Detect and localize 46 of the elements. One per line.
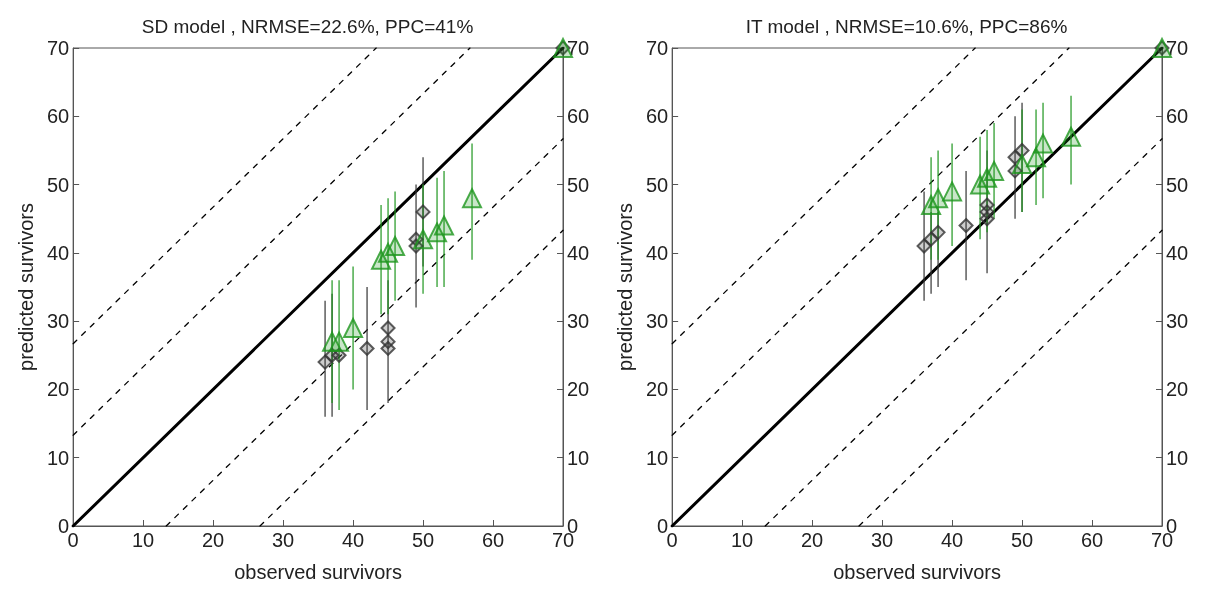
x-tick-label: 10: [731, 529, 754, 551]
y-tick-label: 60: [46, 105, 70, 128]
x-tick-label: 50: [1010, 529, 1034, 551]
y2-tick-label: 50: [567, 173, 590, 196]
y2-tick-label: 40: [1166, 241, 1189, 264]
x-tick-label: 30: [271, 529, 295, 551]
y2-tick-label: 20: [1166, 378, 1189, 401]
y-tick-label: 60: [645, 105, 669, 128]
y2-tick-label: 30: [567, 310, 590, 333]
chart-title: SD model , NRMSE=22.6%, PPC=41%: [141, 16, 474, 37]
y2-tick-label: 40: [567, 241, 590, 264]
y2-tick-label: 20: [567, 378, 590, 401]
y-tick-label: 20: [46, 378, 70, 401]
y-tick-label: 10: [46, 446, 70, 469]
y2-tick-label: 10: [567, 446, 590, 469]
y-tick-label: 40: [645, 241, 669, 264]
x-axis-title: observed survivors: [234, 561, 402, 583]
x-tick-label: 20: [201, 529, 225, 551]
x-tick-label: 40: [341, 529, 365, 551]
x-tick-label: 20: [800, 529, 824, 551]
x-tick-label: 50: [411, 529, 435, 551]
y2-tick-label: 60: [567, 105, 590, 128]
y-axis-title: predicted survivors: [15, 203, 37, 371]
y2-tick-label: 10: [1166, 446, 1189, 469]
x-tick-label: 60: [481, 529, 505, 551]
y-tick-label: 70: [645, 37, 669, 59]
y-axis-title: predicted survivors: [614, 203, 636, 371]
y-tick-label: 70: [46, 37, 70, 59]
chart-title: IT model , NRMSE=10.6%, PPC=86%: [745, 16, 1068, 37]
y2-tick-label: 50: [1166, 173, 1189, 196]
y-tick-label: 20: [645, 378, 669, 401]
x-tick-label: 40: [940, 529, 964, 551]
y-tick-label: 30: [46, 310, 70, 333]
x-tick-label: 10: [132, 529, 155, 551]
y-tick-label: 50: [645, 173, 669, 196]
y2-tick-label: 70: [567, 37, 590, 59]
y-tick-label: 30: [645, 310, 669, 333]
y-tick-label: 50: [46, 173, 70, 196]
x-axis-title: observed survivors: [833, 561, 1001, 583]
y2-tick-label: 60: [1166, 105, 1189, 128]
x-tick-label: 60: [1080, 529, 1104, 551]
y-tick-label: 40: [46, 241, 70, 264]
y2-tick-label: 30: [1166, 310, 1189, 333]
y-tick-label: 10: [645, 446, 669, 469]
x-tick-label: 30: [870, 529, 894, 551]
y2-tick-label: 70: [1166, 37, 1189, 59]
